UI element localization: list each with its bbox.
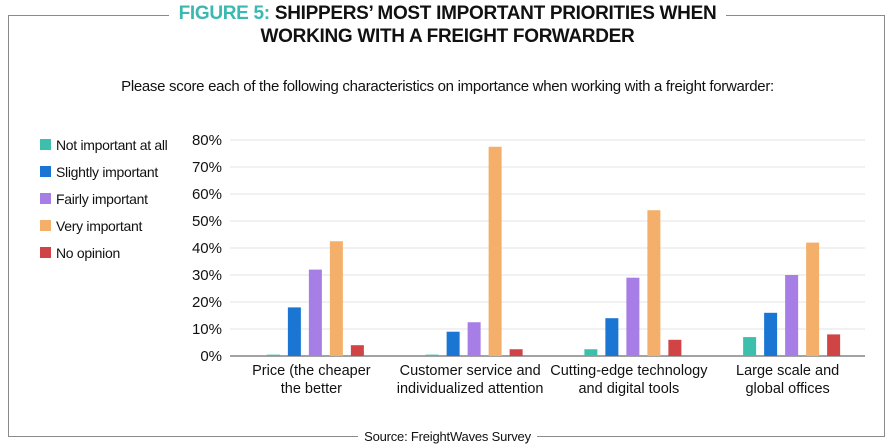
legend-item: Very important — [40, 212, 168, 239]
y-tick-label: 0% — [200, 348, 222, 365]
y-tick-label: 60% — [192, 186, 222, 203]
x-tick-label: the better — [281, 381, 342, 397]
bar — [806, 242, 820, 356]
y-tick-label: 70% — [192, 159, 222, 176]
bar — [488, 146, 502, 356]
bar — [827, 334, 841, 356]
bar — [287, 307, 301, 356]
bar — [584, 349, 598, 356]
x-tick-label: Cutting-edge technology — [550, 363, 708, 379]
legend-label: Fairly important — [56, 190, 148, 207]
legend-item: Fairly important — [40, 185, 168, 212]
x-tick-label: and digital tools — [578, 381, 679, 397]
x-tick-label: Large scale and — [736, 363, 839, 379]
source-note: Source: FreightWaves Survey — [0, 428, 895, 446]
y-tick-label: 10% — [192, 321, 222, 338]
figure-label: FIGURE 5: — [178, 3, 271, 24]
y-tick-label: 20% — [192, 294, 222, 311]
bar — [467, 322, 481, 356]
legend-item: Not important at all — [40, 131, 168, 158]
chart-legend: Not important at all Slightly important Fa… — [40, 131, 168, 266]
source-text: Source: FreightWaves Survey — [358, 429, 537, 445]
title-line-2: WORKING WITH A FREIGHT FORWARDER — [260, 26, 635, 47]
legend-label: No opinion — [56, 244, 120, 261]
legend-item: No opinion — [40, 239, 168, 266]
bar — [308, 269, 322, 356]
bar — [266, 354, 280, 356]
bar — [509, 349, 523, 356]
y-tick-label: 40% — [192, 240, 222, 257]
legend-label: Very important — [56, 217, 143, 234]
bar — [329, 241, 343, 356]
bar — [743, 337, 757, 356]
x-tick-label: individualized attention — [397, 381, 544, 397]
bar — [785, 275, 799, 356]
bar — [626, 277, 640, 356]
legend-swatch — [40, 193, 51, 204]
legend-swatch — [40, 139, 51, 150]
title-block: FIGURE 5: SHIPPERS’ MOST IMPORTANT PRIOR… — [168, 2, 727, 48]
bar — [764, 312, 778, 356]
x-tick-label: Price (the cheaper — [252, 363, 371, 379]
bar — [350, 345, 364, 356]
legend-swatch — [40, 247, 51, 258]
bar — [446, 331, 460, 356]
legend-label: Slightly important — [56, 163, 158, 180]
y-tick-label: 80% — [192, 132, 222, 149]
chart-subtitle: Please score each of the following chara… — [121, 78, 774, 95]
legend-label: Not important at all — [56, 136, 168, 153]
bar — [605, 318, 619, 356]
legend-swatch — [40, 166, 51, 177]
title-line-1: SHIPPERS’ MOST IMPORTANT PRIORITIES WHEN — [274, 3, 717, 24]
y-tick-label: 30% — [192, 267, 222, 284]
bar — [647, 210, 661, 356]
legend-swatch — [40, 220, 51, 231]
bar — [425, 354, 439, 356]
legend-item: Slightly important — [40, 158, 168, 185]
bar — [668, 339, 682, 356]
y-tick-label: 50% — [192, 213, 222, 230]
x-tick-label: Customer service and — [400, 363, 541, 379]
figure-title: FIGURE 5: SHIPPERS’ MOST IMPORTANT PRIOR… — [0, 2, 895, 48]
x-tick-label: global offices — [745, 381, 829, 397]
